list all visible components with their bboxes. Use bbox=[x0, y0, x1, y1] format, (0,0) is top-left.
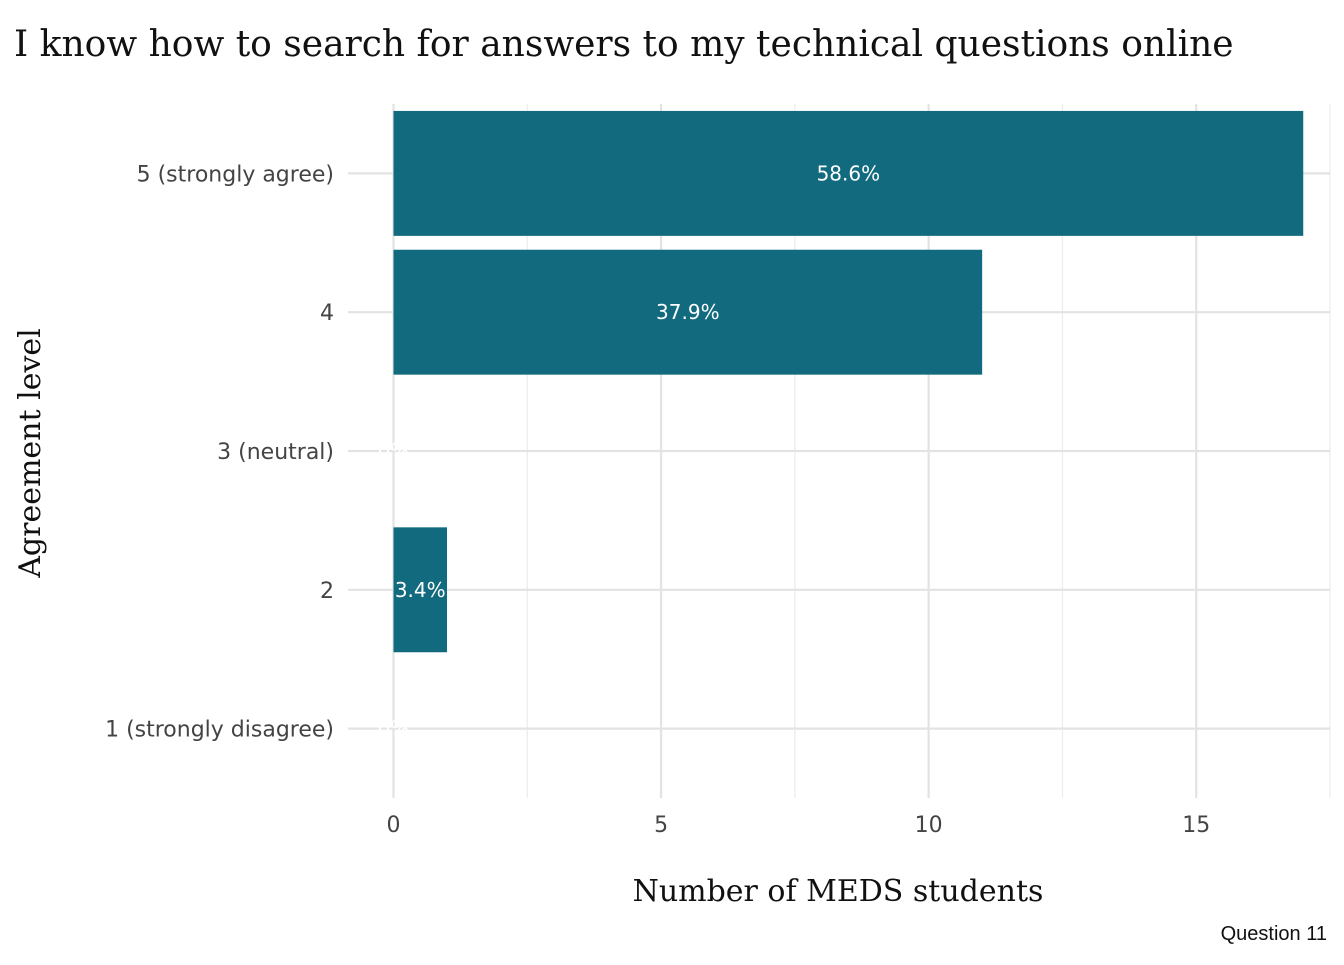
x-tick-label: 5 bbox=[654, 813, 668, 838]
x-axis-ticks: 0 5 10 15 bbox=[386, 813, 1210, 838]
y-axis-ticks: 5 (strongly agree) 4 3 (neutral) 2 1 (strong… bbox=[105, 162, 334, 742]
chart-caption: Question 11 bbox=[1221, 923, 1327, 945]
bar bbox=[393, 527, 448, 653]
y-tick-label: 1 (strongly disagree) bbox=[105, 718, 334, 743]
bars bbox=[393, 110, 1304, 653]
x-axis-title: Number of MEDS students bbox=[633, 874, 1044, 909]
x-tick-label: 0 bbox=[386, 813, 400, 838]
x-tick-label: 10 bbox=[915, 813, 943, 838]
bar bbox=[393, 249, 983, 375]
bar-percent-label: 0% bbox=[378, 717, 410, 741]
x-tick-label: 15 bbox=[1182, 813, 1210, 838]
bar bbox=[393, 110, 1304, 236]
bar-percent-label: 0% bbox=[378, 439, 410, 463]
y-tick-label: 3 (neutral) bbox=[217, 440, 334, 465]
y-tick-label: 2 bbox=[320, 579, 334, 604]
bar-percent-label: 58.6% bbox=[817, 161, 881, 185]
chart-title: I know how to search for answers to my t… bbox=[14, 24, 1234, 65]
y-axis-title: Agreement level bbox=[13, 328, 48, 578]
y-tick-label: 5 (strongly agree) bbox=[137, 162, 334, 187]
y-tick-label: 4 bbox=[320, 301, 334, 326]
bar-labels: 58.6% 37.9% 0% 3.4% 0% bbox=[378, 161, 881, 740]
bar-percent-label: 3.4% bbox=[395, 578, 446, 602]
bar-percent-label: 37.9% bbox=[656, 300, 720, 324]
